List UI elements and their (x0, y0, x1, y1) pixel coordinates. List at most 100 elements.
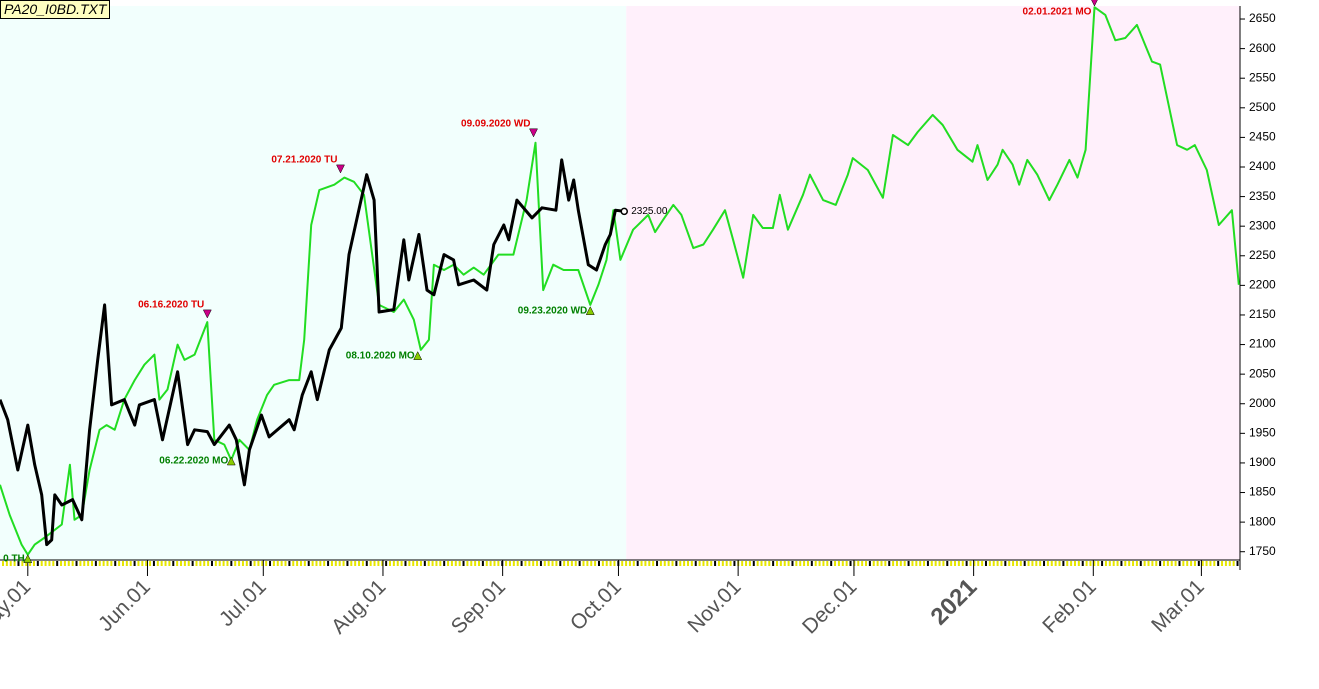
day-tick (183, 561, 186, 566)
day-tick (714, 561, 717, 566)
low-label: 0 TH (3, 553, 25, 564)
day-tick (1000, 561, 1003, 566)
day-tick (861, 561, 864, 566)
day-tick (934, 561, 937, 566)
day-tick (203, 561, 206, 566)
y-tick-label: 2100 (1249, 337, 1276, 351)
day-tick (888, 561, 891, 566)
day-tick (884, 561, 887, 566)
day-tick (493, 561, 496, 566)
day-tick (168, 561, 171, 566)
y-tick-label: 2400 (1249, 159, 1276, 173)
day-tick (663, 561, 666, 566)
y-tick-label: 2050 (1249, 366, 1276, 380)
day-tick (919, 561, 922, 566)
day-tick (547, 561, 550, 566)
day-tick (710, 561, 713, 566)
y-tick-label: 2000 (1249, 396, 1276, 410)
y-tick-label: 1750 (1249, 544, 1276, 558)
day-tick (485, 561, 488, 566)
day-tick (536, 561, 539, 566)
day-tick (938, 561, 941, 566)
day-tick (574, 561, 577, 566)
day-tick (555, 561, 558, 566)
day-tick (698, 561, 701, 566)
day-tick (1186, 561, 1189, 566)
day-tick (508, 561, 511, 566)
day-tick (930, 561, 933, 566)
day-tick (1027, 561, 1030, 566)
day-tick (667, 561, 670, 566)
y-tick-label: 2250 (1249, 248, 1276, 262)
day-tick (1213, 561, 1216, 566)
day-tick (1073, 561, 1076, 566)
day-tick (315, 561, 318, 566)
day-tick (280, 561, 283, 566)
day-tick (594, 561, 597, 566)
day-tick (625, 561, 628, 566)
day-tick (230, 561, 233, 566)
day-tick (299, 561, 302, 566)
day-tick (1116, 561, 1119, 566)
day-tick (683, 561, 686, 566)
day-tick (149, 561, 152, 566)
day-tick (222, 561, 225, 566)
day-tick (214, 561, 217, 566)
high-marker (1091, 0, 1098, 7)
day-tick (358, 561, 361, 566)
y-tick-label: 2500 (1249, 100, 1276, 114)
y-tick-label: 1950 (1249, 426, 1276, 440)
x-tick-label: 2021 (926, 574, 983, 631)
day-tick (532, 561, 535, 566)
day-tick (83, 561, 86, 566)
y-tick-label: 2350 (1249, 189, 1276, 203)
day-tick (516, 561, 519, 566)
day-tick (961, 561, 964, 566)
day-tick (1166, 561, 1169, 566)
last-value-label: 2325.00 (631, 206, 668, 217)
history-background (0, 6, 627, 560)
day-tick (810, 561, 813, 566)
day-tick (981, 561, 984, 566)
day-tick (915, 561, 918, 566)
x-tick-label: May.01 (0, 575, 35, 639)
day-tick (137, 561, 140, 566)
day-tick (381, 561, 384, 566)
day-tick (826, 561, 829, 566)
day-tick (365, 561, 368, 566)
day-tick (71, 561, 74, 566)
day-tick (342, 561, 345, 566)
day-tick (257, 561, 260, 566)
x-tick-label: Aug.01 (327, 575, 390, 638)
day-tick (570, 561, 573, 566)
day-tick (988, 561, 991, 566)
day-tick (911, 561, 914, 566)
x-tick-label: Sep.01 (447, 575, 510, 638)
day-tick (1058, 561, 1061, 566)
day-tick (528, 561, 531, 566)
day-tick (466, 561, 469, 566)
day-tick (416, 561, 419, 566)
day-tick (447, 561, 450, 566)
day-tick (427, 561, 430, 566)
day-tick (489, 561, 492, 566)
day-tick (1139, 561, 1142, 566)
day-tick (768, 561, 771, 566)
day-tick (1023, 561, 1026, 566)
day-tick (412, 561, 415, 566)
day-tick (44, 561, 47, 566)
day-tick (992, 561, 995, 566)
day-tick (1232, 561, 1235, 566)
day-tick (1012, 561, 1015, 566)
day-tick (957, 561, 960, 566)
y-tick-label: 1850 (1249, 485, 1276, 499)
day-tick (729, 561, 732, 566)
day-tick (1043, 561, 1046, 566)
day-tick (307, 561, 310, 566)
day-tick (923, 561, 926, 566)
day-tick (241, 561, 244, 566)
day-tick (601, 561, 604, 566)
day-tick (338, 561, 341, 566)
day-tick (942, 561, 945, 566)
